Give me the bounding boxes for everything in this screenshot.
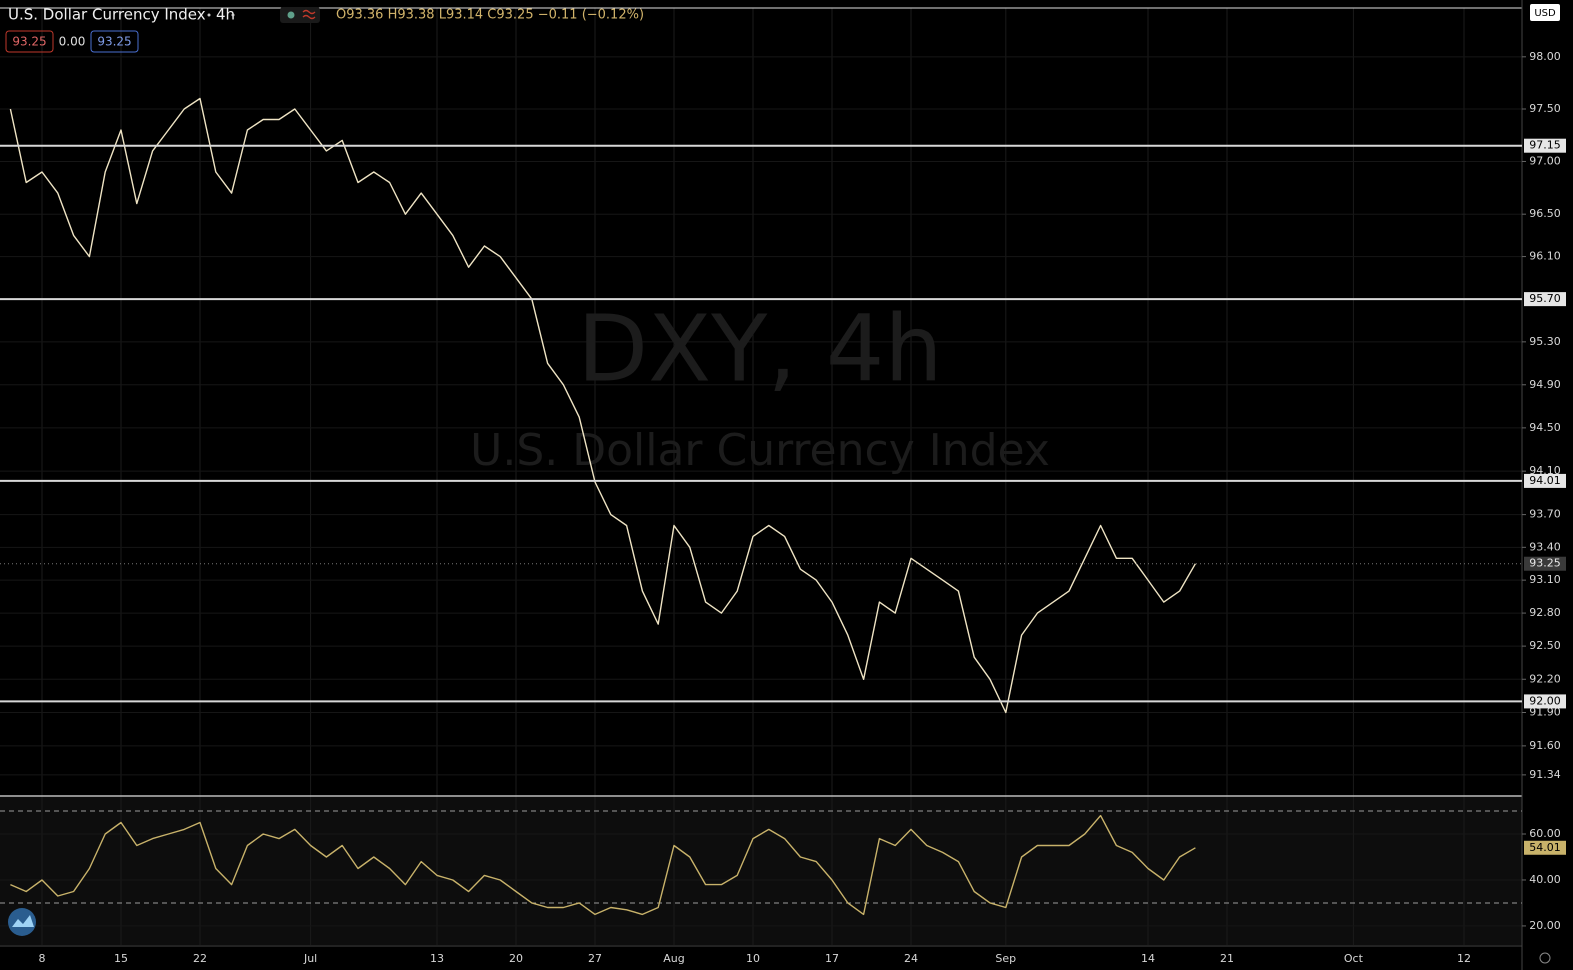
indicator-value: 93.25	[12, 35, 46, 49]
x-tick-label: 12	[1457, 952, 1471, 965]
y-tick-label: 97.00	[1529, 154, 1561, 167]
indicator-value: 0.00	[59, 35, 86, 49]
x-tick-label: 13	[430, 952, 444, 965]
ohlc-values: O93.36 H93.38 L93.14 C93.25 −0.11 (−0.12…	[336, 8, 644, 23]
level-label-box	[1524, 292, 1566, 307]
x-tick-label: 14	[1141, 952, 1155, 965]
y-tick-label: 96.50	[1529, 207, 1561, 220]
indicator-box[interactable]	[5, 30, 54, 53]
status-dot	[287, 11, 295, 19]
rsi-pane	[0, 797, 1522, 945]
y-tick-label: 91.60	[1529, 739, 1561, 752]
y-tick-label: 20.00	[1529, 919, 1561, 932]
x-tick-label: Sep	[995, 952, 1016, 965]
interval[interactable]: 4h	[216, 6, 235, 24]
level-label-box	[1524, 694, 1566, 709]
y-tick-label: 91.34	[1529, 768, 1561, 781]
y-tick-label: 93.70	[1529, 508, 1561, 521]
x-tick-label: Jul	[303, 952, 317, 965]
y-tick-label: 95.30	[1529, 335, 1561, 348]
y-tick-label: 40.00	[1529, 873, 1561, 886]
y-tick-label: 98.00	[1529, 50, 1561, 63]
level-label: 95.70	[1529, 292, 1561, 305]
x-tick-label: 24	[904, 952, 918, 965]
y-tick-label: 92.80	[1529, 606, 1561, 619]
indicator-value: 93.25	[97, 35, 131, 49]
level-label: 97.15	[1529, 139, 1561, 152]
x-tick-label: 10	[746, 952, 760, 965]
y-tick-label: 93.10	[1529, 573, 1561, 586]
x-tick-label: 20	[509, 952, 523, 965]
x-tick-label: 15	[114, 952, 128, 965]
status-badge[interactable]	[280, 7, 320, 23]
x-tick-label: 21	[1220, 952, 1234, 965]
y-tick-label: 96.10	[1529, 250, 1561, 263]
marks	[0, 97, 1522, 916]
indicator-box[interactable]	[90, 30, 139, 53]
x-tick-label: 27	[588, 952, 602, 965]
settings-icon[interactable]	[1539, 952, 1551, 964]
level-label-box	[1524, 473, 1566, 488]
y-tick-label: 60.00	[1529, 827, 1561, 840]
last-price-box	[1524, 556, 1566, 571]
rsi-value-label: 54.01	[1529, 841, 1561, 854]
y-tick-label: 91.90	[1529, 706, 1561, 719]
price-line	[9, 97, 1197, 714]
y-tick-label: 93.40	[1529, 540, 1561, 553]
y-tick-label: 92.50	[1529, 639, 1561, 652]
currency-badge[interactable]	[1530, 4, 1560, 21]
x-tick-label: Oct	[1344, 952, 1364, 965]
grid	[0, 8, 1522, 945]
y-tick-label: 92.20	[1529, 672, 1561, 685]
x-tick-label: Aug	[663, 952, 684, 965]
y-tick-label: 94.90	[1529, 378, 1561, 391]
logo-mark	[12, 915, 34, 927]
x-tick-label: 17	[825, 952, 839, 965]
level-label-box	[1524, 138, 1566, 153]
watermark-name: U.S. Dollar Currency Index	[470, 425, 1050, 476]
separator-dot	[231, 13, 235, 17]
last-price-label: 93.25	[1529, 557, 1561, 570]
symbol-title[interactable]: U.S. Dollar Currency Index	[8, 6, 206, 24]
watermark-symbol: DXY, 4h	[577, 295, 942, 402]
y-tick-label: 94.10	[1529, 464, 1561, 477]
rsi-value-box	[1524, 840, 1566, 855]
x-tick-label: 22	[193, 952, 207, 965]
separator-dot	[207, 13, 211, 17]
rsi-line	[10, 814, 1196, 916]
level-label: 94.01	[1529, 474, 1561, 487]
currency: USD	[1534, 8, 1556, 19]
y-tick-label: 94.50	[1529, 421, 1561, 434]
level-label: 92.00	[1529, 694, 1561, 707]
y-tick-label: 97.50	[1529, 102, 1561, 115]
x-tick-label: 8	[39, 952, 46, 965]
logo[interactable]	[8, 908, 36, 936]
status-icon	[302, 9, 316, 20]
